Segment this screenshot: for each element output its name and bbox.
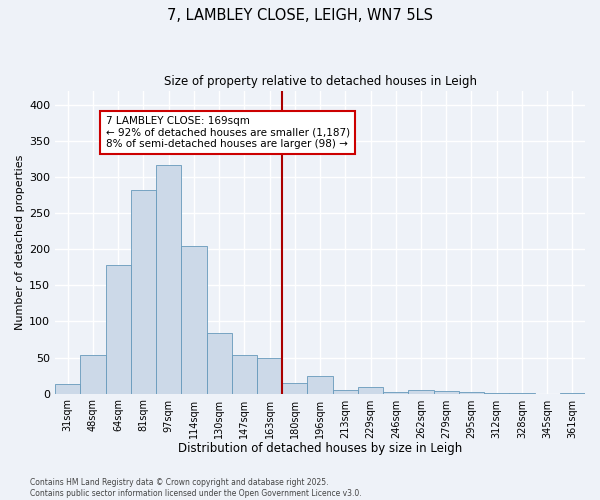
Text: 7 LAMBLEY CLOSE: 169sqm
← 92% of detached houses are smaller (1,187)
8% of semi-: 7 LAMBLEY CLOSE: 169sqm ← 92% of detache… [106, 116, 350, 149]
Bar [434, 392, 459, 394]
Bar [181, 246, 206, 394]
Bar [232, 356, 257, 394]
X-axis label: Distribution of detached houses by size in Leigh: Distribution of detached houses by size … [178, 442, 462, 455]
Bar [459, 392, 484, 394]
Bar [282, 383, 307, 394]
Bar [484, 393, 509, 394]
Text: 7, LAMBLEY CLOSE, LEIGH, WN7 5LS: 7, LAMBLEY CLOSE, LEIGH, WN7 5LS [167, 8, 433, 22]
Bar [307, 376, 332, 394]
Bar [509, 393, 535, 394]
Bar [383, 392, 409, 394]
Bar [409, 390, 434, 394]
Bar [206, 333, 232, 394]
Bar [156, 165, 181, 394]
Bar [106, 265, 131, 394]
Title: Size of property relative to detached houses in Leigh: Size of property relative to detached ho… [164, 75, 476, 88]
Bar [131, 190, 156, 394]
Bar [332, 390, 358, 394]
Y-axis label: Number of detached properties: Number of detached properties [15, 154, 25, 330]
Bar [257, 358, 282, 394]
Text: Contains HM Land Registry data © Crown copyright and database right 2025.
Contai: Contains HM Land Registry data © Crown c… [30, 478, 362, 498]
Bar [55, 384, 80, 394]
Bar [358, 387, 383, 394]
Bar [560, 393, 585, 394]
Bar [80, 356, 106, 394]
